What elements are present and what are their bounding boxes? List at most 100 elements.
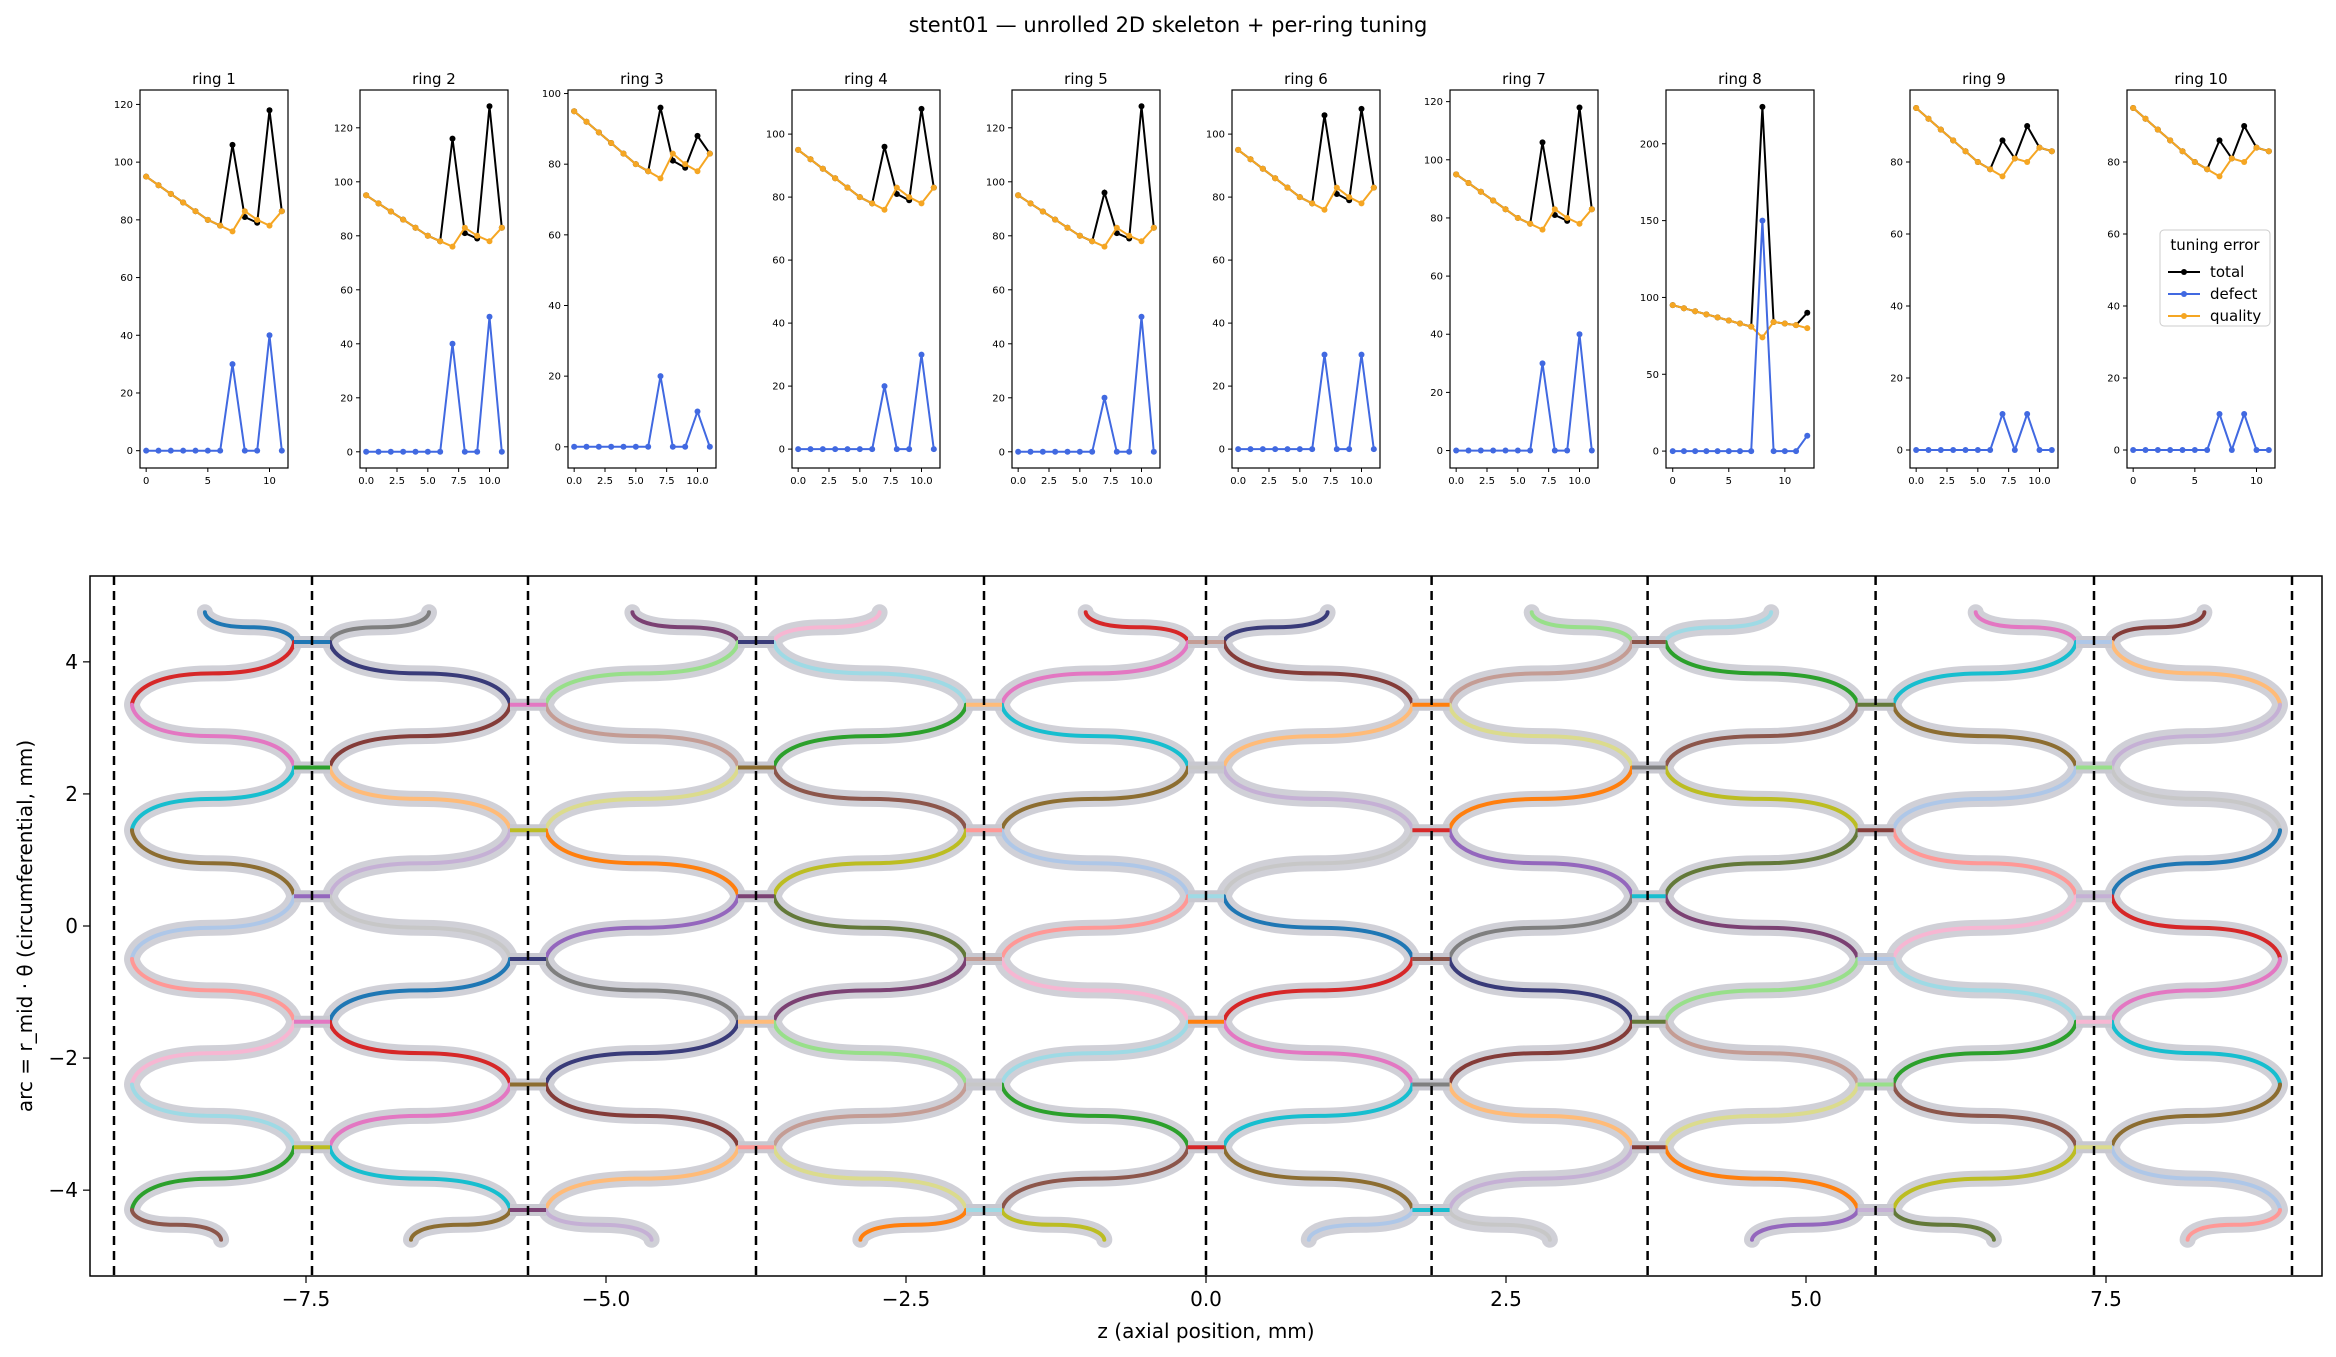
data-point-total (1804, 309, 1811, 316)
data-point-defect (918, 351, 925, 358)
data-point-defect (1015, 448, 1022, 455)
data-point-defect (1925, 447, 1932, 453)
x-tick-label: 10 (263, 476, 276, 487)
data-point-defect (1150, 448, 1157, 455)
data-point-defect (2036, 447, 2043, 453)
data-point-defect (2228, 447, 2235, 453)
data-point-defect (1502, 447, 1509, 454)
strut-segment (328, 1019, 512, 1087)
strut-segment (2110, 610, 2207, 644)
data-point-quality (2216, 173, 2223, 180)
data-point-defect (2154, 447, 2161, 453)
data-point-defect (1089, 448, 1096, 455)
y-tick-label: 0 (347, 447, 353, 458)
x-tick-label: 5 (205, 476, 211, 487)
strut-segment (1222, 1082, 1415, 1150)
strut-segment (1000, 1019, 1190, 1087)
x-tick-label: 0.0 (358, 476, 374, 487)
strut-segment (1222, 828, 1415, 899)
data-point-total (449, 135, 456, 142)
data-point-quality (486, 238, 493, 245)
series-line-total (1017, 106, 1155, 243)
ring-panel-title: ring 5 (1064, 70, 1108, 88)
data-point-total (1358, 105, 1365, 112)
data-point-quality (595, 129, 602, 136)
data-point-quality (1309, 200, 1316, 207)
data-point-quality (608, 139, 615, 146)
series-line-defect (1018, 316, 1155, 453)
data-point-quality (1089, 238, 1096, 245)
legend-box (2159, 229, 2271, 327)
y-tick-label: 80 (772, 193, 785, 204)
strut-segment (544, 1208, 654, 1242)
strut-segment (130, 1145, 296, 1212)
data-point-quality (1358, 200, 1365, 207)
data-point-defect (266, 332, 273, 339)
x-tick-label: 0.0 (566, 476, 582, 487)
data-point-defect (1748, 448, 1755, 455)
series-line-total (145, 110, 283, 228)
strut-segment (1222, 957, 1415, 1024)
y-tick-label: 20 (120, 388, 133, 399)
data-point-defect (819, 446, 826, 453)
x-tick-label: 2.5 (1490, 1287, 1522, 1311)
ring-panel-2: ring 2 0 20 40 60 80 100 120 0.0 2.5 5.0 7.5 10.0 (334, 70, 509, 487)
data-point-defect (807, 446, 814, 453)
ring-panel-4: ring 4 0 20 40 60 80 100 0.0 2.5 5.0 7.5 10.0 (766, 70, 941, 487)
data-point-defect (893, 446, 900, 453)
data-point-quality (1950, 137, 1957, 144)
strut-segment (1663, 894, 1860, 961)
data-point-defect (1101, 394, 1108, 401)
data-point-quality (1477, 188, 1484, 195)
data-point-defect (180, 447, 187, 454)
data-point-quality (1804, 325, 1811, 332)
strut-segment (130, 1208, 224, 1242)
x-tick-label: 10 (2250, 476, 2263, 487)
x-tick-label: 2.5 (1939, 476, 1955, 487)
ring-panel-title: ring 7 (1502, 70, 1546, 88)
y-tick-label: 100 (1206, 130, 1225, 141)
data-point-quality (918, 200, 925, 207)
y-tick-label: −4 (49, 1178, 78, 1202)
data-point-quality (1781, 320, 1788, 327)
data-point-defect (2179, 447, 2186, 453)
data-point-defect (1725, 448, 1732, 455)
x-tick-label: 0 (1670, 476, 1676, 487)
data-point-quality (694, 168, 701, 175)
panel-frame (1449, 89, 1599, 469)
strut-segment (1447, 894, 1634, 961)
x-tick-label: 0.0 (1908, 476, 1924, 487)
y-tick-label: 100 (1640, 293, 1659, 304)
x-tick-label: 5.0 (852, 476, 868, 487)
strut-segment (544, 765, 740, 833)
data-point-defect (1737, 448, 1743, 455)
data-point-defect (632, 443, 639, 450)
strut-segment (1663, 1019, 1860, 1087)
y-tick-label: 40 (548, 301, 561, 312)
tuning-error-legend: tuning error total defect quality (2159, 229, 2271, 327)
strut-segment (1663, 957, 1860, 1024)
data-point-defect (844, 446, 851, 453)
data-point-quality (143, 173, 150, 180)
data-point-defect (1974, 447, 1981, 453)
strut-segment (130, 957, 296, 1024)
data-point-quality (375, 200, 382, 207)
strut-segment (1663, 640, 1860, 707)
ring-panel-6: ring 6 0 20 40 60 80 100 0.0 2.5 5.0 7.5 10.0 (1206, 70, 1381, 487)
x-tick-label: 10.0 (2028, 476, 2050, 487)
data-point-defect (1692, 448, 1699, 455)
unrolled-skeleton-plot: −7.5 −5.0 −2.5 0.0 2.5 5.0 7.5 −4 −2 0 2 4 z (axial … (13, 575, 2323, 1343)
ring-panel-8: ring 8 0 50 100 150 200 0 5 10 (1640, 70, 1815, 487)
x-tick-label: 0.0 (1448, 476, 1464, 487)
data-point-quality (632, 161, 639, 168)
data-point-total (2241, 123, 2248, 129)
data-point-total (1759, 103, 1766, 110)
data-point-defect (1346, 446, 1353, 453)
data-point-total (893, 190, 900, 197)
data-point-quality (155, 182, 162, 189)
y-tick-label: 20 (1890, 374, 1903, 385)
y-tick-label: 80 (1430, 213, 1443, 224)
strut-segment (1222, 610, 1330, 644)
x-tick-label: 2.5 (597, 476, 613, 487)
